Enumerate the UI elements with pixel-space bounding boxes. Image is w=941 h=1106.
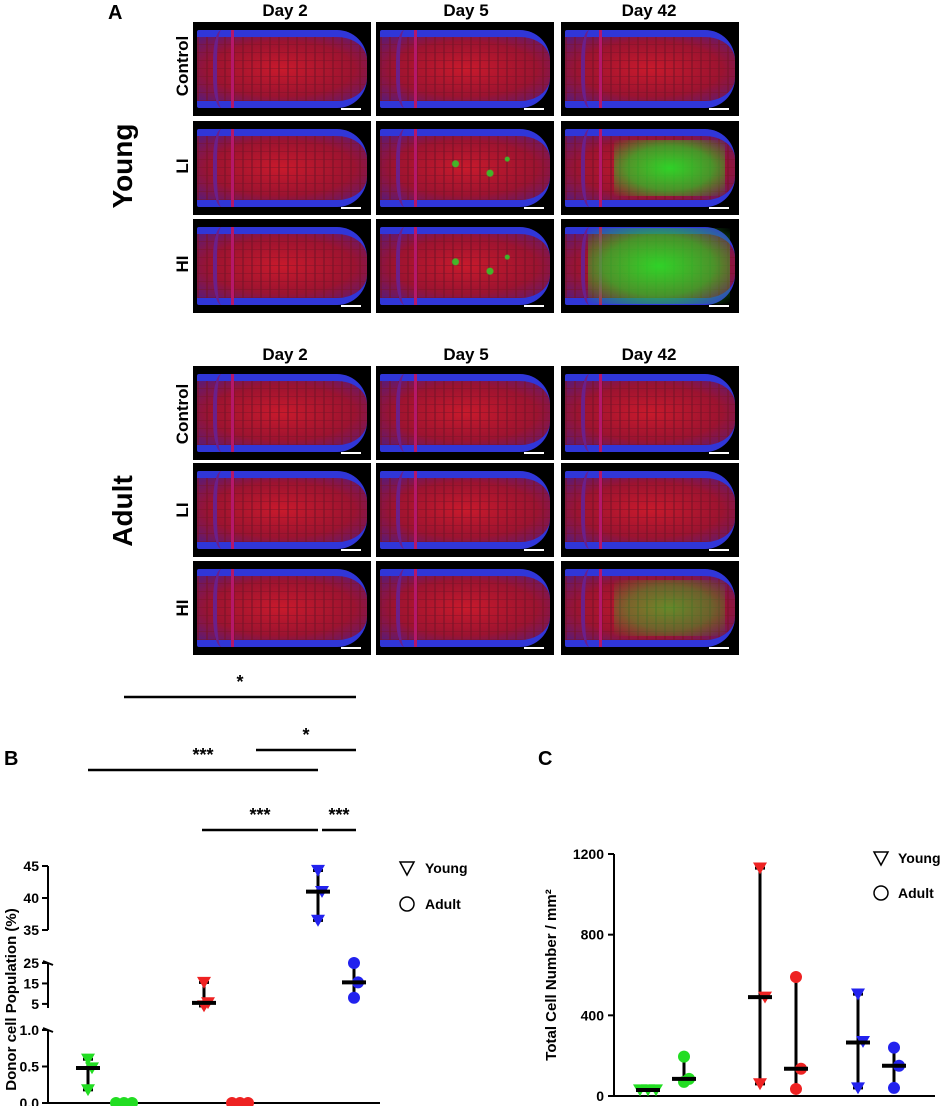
micrograph-adult-hi-day42 — [561, 561, 739, 655]
significance-label-b: *** — [192, 745, 213, 765]
point-b — [197, 976, 211, 989]
axis-break-mark — [42, 1027, 54, 1033]
micrograph-young-li-day5 — [376, 121, 554, 215]
y-tick-label-b: 35 — [23, 922, 39, 938]
y-tick-label-b: 15 — [23, 975, 39, 991]
micrograph-adult-hi-day2 — [193, 561, 371, 655]
row-label-young-li: LI — [173, 158, 192, 174]
legend-label-b: Adult — [425, 896, 461, 912]
y-axis-label-b: Donor cell Population (%) — [3, 908, 20, 1091]
legend-marker-c — [873, 885, 889, 901]
row-label-adult-control: Control — [173, 383, 192, 445]
micrograph-young-hi-day2 — [193, 219, 371, 313]
chart-b: 0.0 0.5 1.0 5 15 25 35 40 45 Donor cell Populatio… — [3, 672, 468, 1106]
micrograph-adult-hi-day5 — [376, 561, 554, 655]
point-b — [311, 914, 325, 927]
y-tick-label-c: 400 — [581, 1007, 605, 1023]
point-c — [678, 1050, 690, 1063]
point-c — [888, 1041, 900, 1054]
col-header-day42-adult: Day 42 — [621, 345, 677, 364]
legend-label-b: Young — [425, 860, 468, 876]
y-tick-label-b: 40 — [23, 890, 39, 906]
point-c — [851, 1082, 865, 1095]
row-label-adult-li: LI — [173, 502, 192, 518]
micrograph-young-control-day5 — [376, 22, 554, 116]
col-header-day42-young: Day 42 — [621, 1, 677, 20]
micrograph-adult-li-day5 — [376, 463, 554, 557]
micrograph-young-hi-day42 — [561, 219, 739, 313]
row-label-adult-hi: HI — [173, 599, 192, 617]
y-tick-label-c: 0 — [596, 1088, 604, 1104]
legend-marker-b — [398, 861, 416, 877]
panel-a-letter: A — [108, 2, 123, 24]
point-b — [126, 1097, 138, 1106]
panel-b-letter: B — [4, 748, 19, 770]
legend-marker-c — [872, 851, 890, 867]
group-label-young: Young — [107, 123, 138, 209]
micrograph-young-hi-day5 — [376, 219, 554, 313]
significance-label-b: * — [302, 725, 309, 745]
point-b — [348, 957, 360, 969]
micrograph-young-li-day2 — [193, 121, 371, 215]
significance-label-b: * — [236, 672, 243, 692]
point-c — [851, 988, 865, 1001]
point-b — [348, 991, 360, 1004]
micrograph-young-li-day42 — [561, 121, 739, 215]
row-label-young-control: Control — [173, 35, 192, 97]
y-tick-label-b: 0.0 — [20, 1095, 40, 1106]
micrograph-adult-control-day42 — [561, 366, 739, 460]
group-label-adult: Adult — [107, 475, 138, 547]
micrograph-adult-control-day2 — [193, 366, 371, 460]
col-header-day2-adult: Day 2 — [262, 345, 308, 364]
legend-label-c: Young — [898, 850, 941, 866]
y-tick-label-b: 25 — [23, 955, 39, 971]
micrograph-young-control-day2 — [193, 22, 371, 116]
micrograph-adult-control-day5 — [376, 366, 554, 460]
significance-label-b: *** — [328, 805, 349, 825]
y-tick-label-c: 800 — [581, 927, 605, 943]
y-tick-label-c: 1200 — [573, 846, 604, 862]
legend-label-c: Adult — [898, 885, 934, 901]
point-c — [790, 1082, 802, 1095]
point-c — [790, 971, 802, 984]
point-b — [81, 1053, 95, 1066]
point-b — [242, 1097, 254, 1106]
row-label-young-hi: HI — [173, 255, 192, 273]
micrograph-adult-li-day42 — [561, 463, 739, 557]
col-header-day2-young: Day 2 — [262, 1, 308, 20]
y-tick-label-b: 45 — [23, 858, 39, 874]
col-header-day5-adult: Day 5 — [443, 345, 489, 364]
point-b — [81, 1084, 95, 1097]
axis-break-mark — [42, 960, 54, 966]
point-b — [311, 864, 325, 877]
micrograph-young-control-day42 — [561, 22, 739, 116]
y-tick-label-b: 0.5 — [20, 1059, 40, 1075]
y-tick-label-b: 1.0 — [20, 1022, 40, 1038]
point-c — [753, 862, 767, 875]
point-c — [753, 1078, 767, 1091]
y-axis-label-c: Total Cell Number / mm² — [543, 889, 560, 1060]
significance-label-b: *** — [249, 805, 270, 825]
y-tick-label-b: 5 — [31, 996, 39, 1012]
legend-marker-b — [399, 896, 415, 912]
col-header-day5-young: Day 5 — [443, 1, 489, 20]
point-c — [888, 1081, 900, 1094]
panel-c-letter: C — [538, 748, 553, 770]
micrograph-adult-li-day2 — [193, 463, 371, 557]
